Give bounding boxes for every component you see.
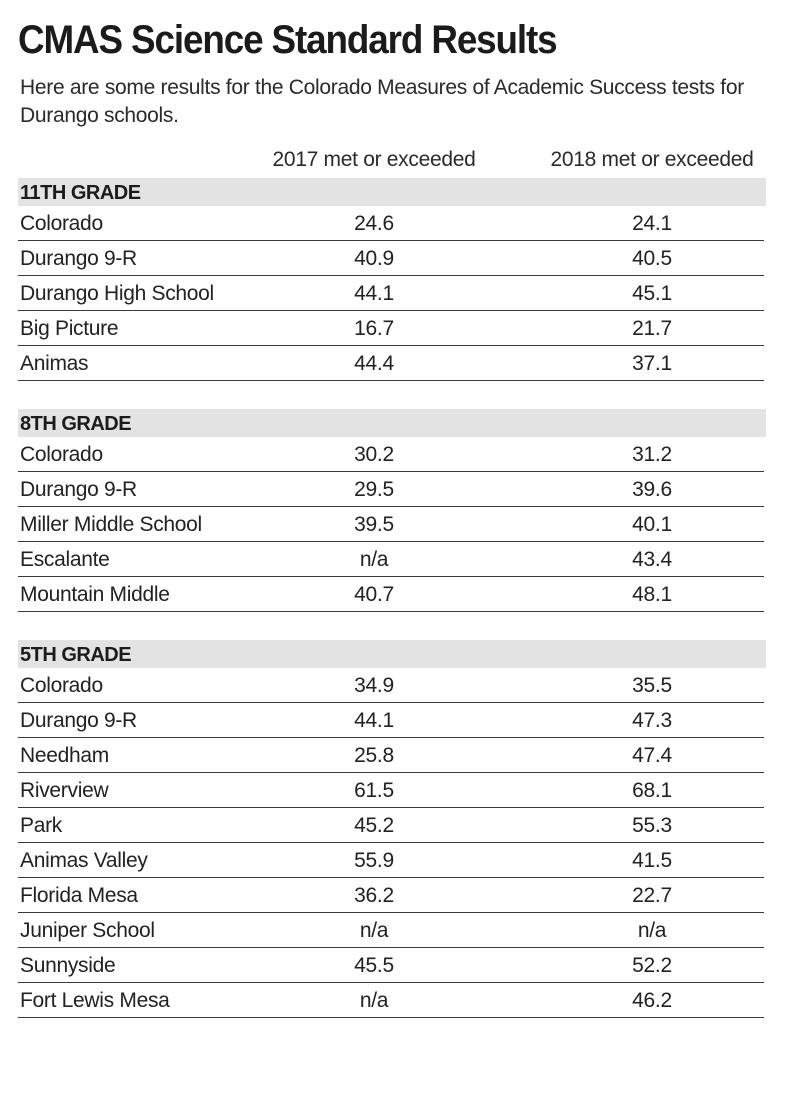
school-name: Colorado (20, 212, 103, 235)
table-row: Colorado 30.2 31.2 (18, 437, 764, 472)
table-row: Park 45.2 55.3 (18, 808, 764, 843)
value-2017: 44.1 (354, 282, 394, 305)
value-2017: 61.5 (354, 779, 394, 802)
column-header-2018: 2018 met or exceeded (550, 148, 754, 171)
value-2017: 40.9 (354, 247, 394, 270)
grade-section: 5TH GRADE Colorado 34.9 35.5 Durango 9-R 44.1… (18, 640, 766, 1018)
value-2018: n/a (637, 919, 667, 942)
school-name: Colorado (20, 674, 103, 697)
value-2017: 16.7 (354, 317, 394, 340)
value-2017: n/a (359, 548, 389, 571)
school-name: Mountain Middle (20, 583, 170, 606)
value-2017: 30.2 (354, 443, 394, 466)
value-2017: 55.9 (354, 849, 394, 872)
value-2018: 55.3 (632, 814, 672, 837)
chart-title: CMAS Science Standard Results (18, 18, 558, 62)
value-2018: 24.1 (632, 212, 672, 235)
table-row: Big Picture 16.7 21.7 (18, 311, 764, 346)
value-2017: 24.6 (354, 212, 394, 235)
value-2017: 25.8 (354, 744, 394, 767)
table-row: Riverview 61.5 68.1 (18, 773, 764, 808)
value-2018: 39.6 (632, 478, 672, 501)
school-name: Animas Valley (20, 849, 148, 872)
grade-section: 11TH GRADE Colorado 24.6 24.1 Durango 9-R 40.… (18, 178, 766, 381)
table-row: Durango High School 44.1 45.1 (18, 276, 764, 311)
table-row: Needham 25.8 47.4 (18, 738, 764, 773)
school-name: Durango High School (20, 282, 214, 305)
table-row: Fort Lewis Mesa n/a 46.2 (18, 983, 764, 1018)
value-2017: 44.1 (354, 709, 394, 732)
school-name: Escalante (20, 548, 110, 571)
value-2017: 34.9 (354, 674, 394, 697)
grade-header: 8TH GRADE (18, 409, 766, 437)
value-2017: 45.5 (354, 954, 394, 977)
value-2018: 37.1 (632, 352, 672, 375)
grade-header: 11TH GRADE (18, 178, 766, 206)
school-name: Park (20, 814, 62, 837)
school-name: Durango 9-R (20, 247, 137, 270)
value-2017: 29.5 (354, 478, 394, 501)
value-2018: 48.1 (632, 583, 672, 606)
value-2017: 44.4 (354, 352, 394, 375)
value-2017: 36.2 (354, 884, 394, 907)
value-2017: 45.2 (354, 814, 394, 837)
value-2018: 45.1 (632, 282, 672, 305)
table-row: Sunnyside 45.5 52.2 (18, 948, 764, 983)
value-2017: 39.5 (354, 513, 394, 536)
table-row: Durango 9-R 29.5 39.6 (18, 472, 764, 507)
value-2017: 40.7 (354, 583, 394, 606)
value-2018: 46.2 (632, 989, 672, 1012)
table-row: Animas 44.4 37.1 (18, 346, 764, 381)
school-name: Durango 9-R (20, 478, 137, 501)
table-row: Mountain Middle 40.7 48.1 (18, 577, 764, 612)
school-name: Big Picture (20, 317, 119, 340)
table-row: Animas Valley 55.9 41.5 (18, 843, 764, 878)
school-name: Miller Middle School (20, 513, 202, 536)
school-name: Durango 9-R (20, 709, 137, 732)
table-row: Durango 9-R 40.9 40.5 (18, 241, 764, 276)
value-2018: 43.4 (632, 548, 672, 571)
value-2018: 41.5 (632, 849, 672, 872)
school-name: Sunnyside (20, 954, 116, 977)
results-sections: 11TH GRADE Colorado 24.6 24.1 Durango 9-R 40.… (18, 178, 766, 1018)
value-2018: 31.2 (632, 443, 672, 466)
table-row: Escalante n/a 43.4 (18, 542, 764, 577)
school-name: Fort Lewis Mesa (20, 989, 170, 1012)
value-2018: 40.5 (632, 247, 672, 270)
chart-subtitle: Here are some results for the Colorado M… (20, 76, 744, 127)
value-2018: 21.7 (632, 317, 672, 340)
value-2018: 52.2 (632, 954, 672, 977)
school-name: Animas (20, 352, 89, 375)
value-2017: n/a (359, 919, 389, 942)
value-2018: 47.3 (632, 709, 672, 732)
table-row: Florida Mesa 36.2 22.7 (18, 878, 764, 913)
value-2018: 68.1 (632, 779, 672, 802)
table-row: Colorado 34.9 35.5 (18, 668, 764, 703)
grade-header: 5TH GRADE (18, 640, 766, 668)
school-name: Florida Mesa (20, 884, 138, 907)
school-name: Riverview (20, 779, 109, 802)
value-2018: 35.5 (632, 674, 672, 697)
value-2018: 47.4 (632, 744, 672, 767)
table-row: Colorado 24.6 24.1 (18, 206, 764, 241)
table-row: Juniper School n/a n/a (18, 913, 764, 948)
table-row: Miller Middle School 39.5 40.1 (18, 507, 764, 542)
school-name: Colorado (20, 443, 103, 466)
column-header-2017: 2017 met or exceeded (272, 148, 476, 171)
value-2018: 40.1 (632, 513, 672, 536)
value-2017: n/a (359, 989, 389, 1012)
value-2018: 22.7 (632, 884, 672, 907)
column-headers: 2017 met or exceeded 2018 met or exceede… (18, 142, 766, 178)
grade-section: 8TH GRADE Colorado 30.2 31.2 Durango 9-R 29.5… (18, 409, 766, 612)
table-row: Durango 9-R 44.1 47.3 (18, 703, 764, 738)
school-name: Juniper School (20, 919, 155, 942)
school-name: Needham (20, 744, 109, 767)
